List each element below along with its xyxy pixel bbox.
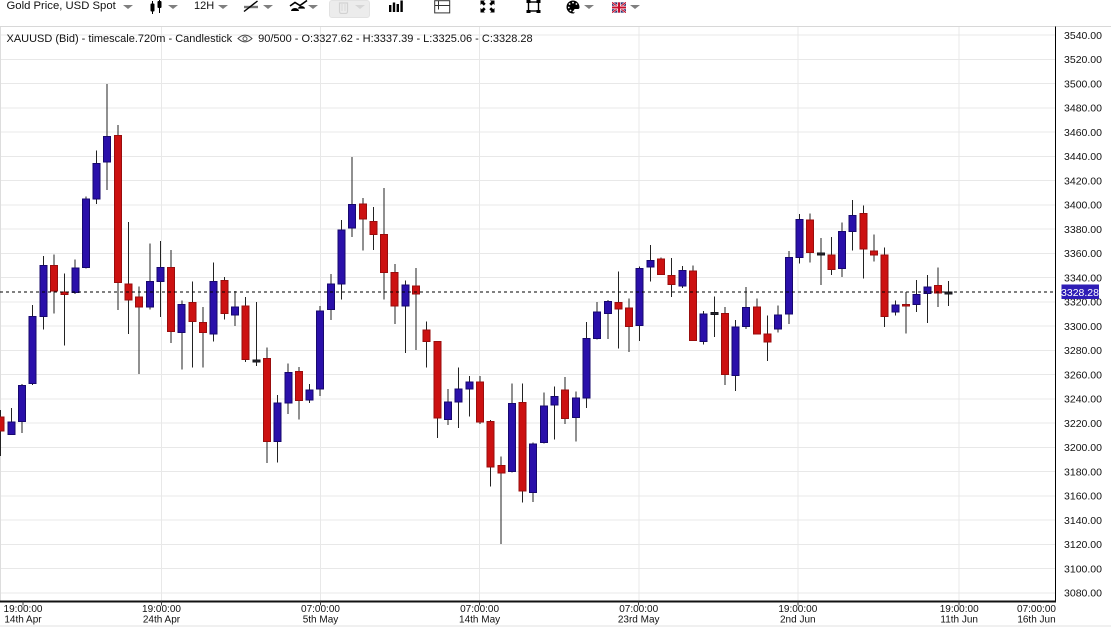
svg-text:24th Apr: 24th Apr bbox=[143, 615, 181, 626]
svg-text:3220.00: 3220.00 bbox=[1064, 418, 1102, 430]
svg-text:3328.28: 3328.28 bbox=[1061, 287, 1099, 299]
svg-text:3080.00: 3080.00 bbox=[1064, 588, 1102, 600]
svg-text:3360.00: 3360.00 bbox=[1064, 248, 1102, 260]
svg-text:3160.00: 3160.00 bbox=[1064, 491, 1102, 503]
svg-text:5th May: 5th May bbox=[303, 615, 339, 626]
svg-text:3380.00: 3380.00 bbox=[1064, 224, 1102, 236]
svg-text:19:00:00: 19:00:00 bbox=[142, 604, 181, 615]
svg-text:3100.00: 3100.00 bbox=[1064, 563, 1102, 575]
svg-text:3180.00: 3180.00 bbox=[1064, 466, 1102, 478]
svg-text:07:00:00: 07:00:00 bbox=[301, 604, 340, 615]
svg-text:19:00:00: 19:00:00 bbox=[778, 604, 817, 615]
svg-text:14th Apr: 14th Apr bbox=[4, 615, 42, 626]
svg-text:3200.00: 3200.00 bbox=[1064, 442, 1102, 454]
svg-text:3300.00: 3300.00 bbox=[1064, 321, 1102, 333]
svg-text:19:00:00: 19:00:00 bbox=[940, 604, 979, 615]
svg-text:3260.00: 3260.00 bbox=[1064, 369, 1102, 381]
svg-text:23rd May: 23rd May bbox=[618, 615, 660, 626]
svg-text:3500.00: 3500.00 bbox=[1064, 78, 1102, 90]
svg-text:16th Jun: 16th Jun bbox=[1017, 615, 1055, 626]
svg-text:3520.00: 3520.00 bbox=[1064, 54, 1102, 66]
svg-text:3460.00: 3460.00 bbox=[1064, 127, 1102, 139]
svg-text:07:00:00: 07:00:00 bbox=[1017, 604, 1056, 615]
svg-text:2nd Jun: 2nd Jun bbox=[780, 615, 816, 626]
svg-text:3340.00: 3340.00 bbox=[1064, 272, 1102, 284]
svg-text:14th May: 14th May bbox=[459, 615, 500, 626]
svg-text:07:00:00: 07:00:00 bbox=[619, 604, 658, 615]
svg-text:3540.00: 3540.00 bbox=[1064, 30, 1102, 42]
svg-text:3320.00: 3320.00 bbox=[1064, 297, 1102, 309]
svg-text:3400.00: 3400.00 bbox=[1064, 200, 1102, 212]
svg-text:3240.00: 3240.00 bbox=[1064, 394, 1102, 406]
svg-text:3140.00: 3140.00 bbox=[1064, 515, 1102, 527]
svg-text:3440.00: 3440.00 bbox=[1064, 151, 1102, 163]
svg-text:3420.00: 3420.00 bbox=[1064, 175, 1102, 187]
svg-text:07:00:00: 07:00:00 bbox=[460, 604, 499, 615]
svg-text:3280.00: 3280.00 bbox=[1064, 345, 1102, 357]
svg-text:3120.00: 3120.00 bbox=[1064, 539, 1102, 551]
svg-text:19:00:00: 19:00:00 bbox=[4, 604, 43, 615]
svg-text:11th Jun: 11th Jun bbox=[940, 615, 978, 626]
svg-text:3480.00: 3480.00 bbox=[1064, 103, 1102, 115]
